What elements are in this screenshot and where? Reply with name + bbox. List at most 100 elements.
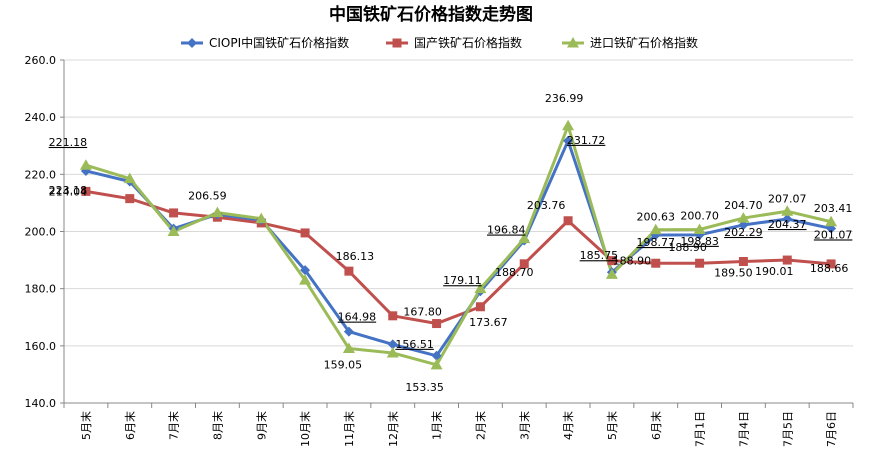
data-point <box>737 212 750 223</box>
y-tick-label: 140.0 <box>25 397 57 410</box>
legend-entry: CIOPI中国铁矿石价格指数 <box>209 35 349 50</box>
data-point <box>79 159 92 170</box>
series-markers <box>79 119 838 370</box>
legend: CIOPI中国铁矿石价格指数 国产铁矿石价格指数 进口铁矿石价格指数 <box>181 35 698 50</box>
data-label: 188.90 <box>613 255 652 268</box>
data-label: 153.35 <box>405 381 444 394</box>
data-label: 200.70 <box>680 209 719 222</box>
data-point <box>693 223 706 234</box>
y-tick-label: 160.0 <box>25 340 57 353</box>
grid <box>64 59 853 347</box>
x-tick-label: 11月末 <box>342 411 356 447</box>
data-label: 189.50 <box>714 267 753 280</box>
data-label: 223.18 <box>49 184 88 197</box>
data-label: 214.04 <box>49 185 88 198</box>
data-label: 196.84 <box>487 224 526 237</box>
data-label: 200.63 <box>637 211 676 224</box>
data-label: 236.99 <box>545 92 584 105</box>
data-point <box>187 38 197 48</box>
data-label: 198.83 <box>680 235 719 248</box>
chart-title: 中国铁矿石价格指数走势图 <box>329 4 533 25</box>
x-tick-label: 7月6日 <box>825 411 838 447</box>
data-point <box>255 212 268 224</box>
data-label: 159.05 <box>324 359 363 372</box>
data-labels: 223.18 221.18 214.04 206.59 186.13 164.98 159.… <box>49 92 853 394</box>
data-point <box>782 255 792 265</box>
data-label: 207.07 <box>768 192 807 205</box>
data-point <box>343 326 354 337</box>
x-tick-label: 9月末 <box>254 411 268 440</box>
data-point <box>738 257 748 267</box>
x-tick-label: 6月末 <box>649 411 663 440</box>
x-tick-label: 5月末 <box>79 411 93 440</box>
y-tick-label: 200.0 <box>25 226 57 239</box>
data-point <box>825 215 838 227</box>
data-label: 167.80 <box>403 306 442 319</box>
data-point <box>781 205 794 216</box>
data-label: 186.13 <box>336 250 375 263</box>
legend-entry: 国产铁矿石价格指数 <box>414 35 522 50</box>
data-point <box>826 259 836 269</box>
x-tick-label: 6月末 <box>123 411 137 440</box>
data-point <box>169 208 179 218</box>
data-label: 164.98 <box>338 311 377 324</box>
data-label: 231.72 <box>567 134 606 147</box>
data-point <box>519 259 529 269</box>
data-point <box>607 256 617 266</box>
data-point <box>563 135 574 146</box>
data-point <box>562 119 575 131</box>
data-point <box>563 216 573 226</box>
data-point <box>695 258 705 268</box>
data-point <box>125 194 135 204</box>
x-tick-label: 4月末 <box>561 411 575 440</box>
series-lines <box>85 124 832 367</box>
x-tick-label: 10月末 <box>298 411 312 447</box>
y-axis-ticks: 140.0 160.0 180.0 200.0 220.0 240.0 260.0 <box>25 54 64 410</box>
data-point <box>651 258 661 268</box>
y-tick-label: 220.0 <box>25 168 57 181</box>
series-line <box>85 189 832 326</box>
data-point <box>386 346 399 358</box>
x-tick-label: 8月末 <box>210 411 224 440</box>
data-point <box>342 342 355 354</box>
data-label: 204.37 <box>768 218 807 231</box>
data-point <box>81 186 91 196</box>
data-point <box>430 358 443 370</box>
data-label: 188.90 <box>668 241 707 254</box>
data-point <box>123 172 136 184</box>
data-label: 204.70 <box>724 199 763 212</box>
data-point <box>167 225 180 236</box>
data-label: 156.51 <box>395 338 434 351</box>
data-point <box>387 339 398 350</box>
data-point <box>299 274 312 285</box>
data-label: 173.67 <box>469 316 508 329</box>
data-label: 201.07 <box>814 228 853 241</box>
series-line <box>85 124 832 367</box>
x-tick-label: 1月末 <box>430 411 444 440</box>
data-label: 221.18 <box>49 136 88 149</box>
data-label: 206.59 <box>188 190 227 203</box>
data-point <box>300 265 311 276</box>
data-label: 179.11 <box>443 274 482 287</box>
data-label: 203.76 <box>527 199 566 212</box>
x-tick-label: 3月末 <box>517 411 531 440</box>
data-label: 188.70 <box>495 266 534 279</box>
x-tick-label: 7月5日 <box>781 411 794 447</box>
data-point <box>392 38 402 48</box>
data-point <box>344 266 354 276</box>
data-point <box>567 37 579 48</box>
series-line <box>85 139 832 358</box>
data-label: 203.41 <box>814 202 853 215</box>
data-point <box>431 350 442 361</box>
data-point <box>649 223 662 235</box>
data-point <box>474 282 487 294</box>
data-point <box>300 228 310 238</box>
x-tick-label: 5月末 <box>605 411 619 440</box>
y-tick-label: 180.0 <box>25 283 57 296</box>
data-label: 202.29 <box>724 226 763 239</box>
data-point <box>211 206 224 218</box>
data-label: 190.01 <box>755 265 794 278</box>
data-label: 198.77 <box>637 236 676 249</box>
